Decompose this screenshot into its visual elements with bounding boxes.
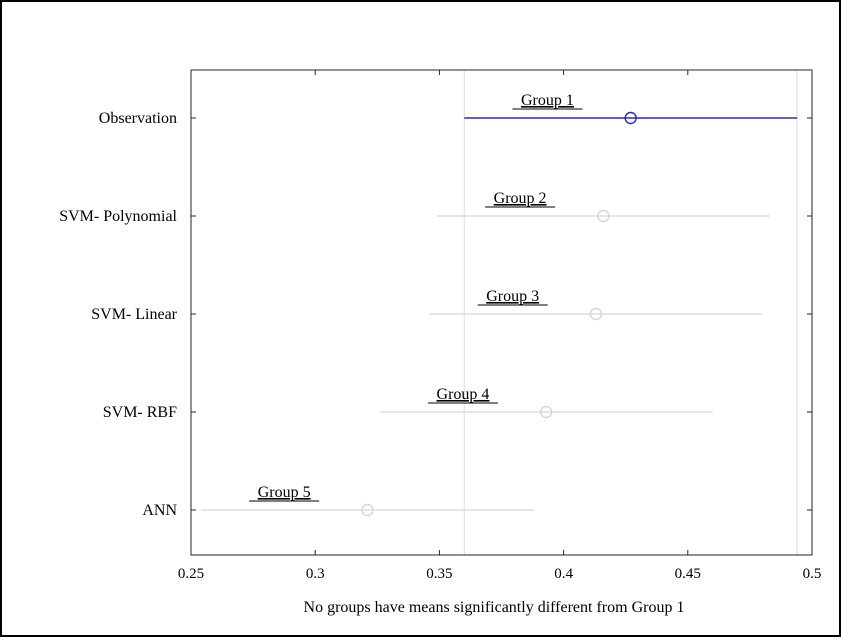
x-tick-label: 0.25 [178, 566, 204, 582]
x-tick-label: 0.5 [803, 566, 822, 582]
x-tick-label: 0.45 [675, 566, 701, 582]
x-axis-label: No groups have means significantly diffe… [304, 599, 685, 616]
x-tick-label: 0.35 [426, 566, 452, 582]
category-label: ANN [142, 502, 177, 519]
mean-marker [540, 405, 553, 419]
category-label: SVM- Linear [91, 306, 177, 323]
category-label: Observation [99, 110, 177, 127]
group-label: Group 4 [437, 386, 490, 403]
group-label: Group 2 [494, 190, 547, 207]
axes-box [190, 69, 813, 556]
group-label: Group 5 [258, 484, 311, 501]
group-label: Group 3 [486, 288, 539, 305]
mean-marker [597, 209, 610, 223]
mean-marker [589, 307, 603, 321]
group-label: Group 1 [521, 92, 574, 109]
x-tick-label: 0.3 [306, 566, 325, 582]
mean-marker [624, 111, 637, 125]
x-tick-label: 0.4 [554, 566, 573, 582]
category-label: SVM- Polynomial [59, 208, 177, 225]
plot-area: 0.25 0.3 0.35 0.4 0.45 0.5 Observation Group 1 S… [59, 69, 822, 582]
category-label: SVM- RBF [103, 404, 177, 421]
mean-marker [361, 503, 374, 517]
